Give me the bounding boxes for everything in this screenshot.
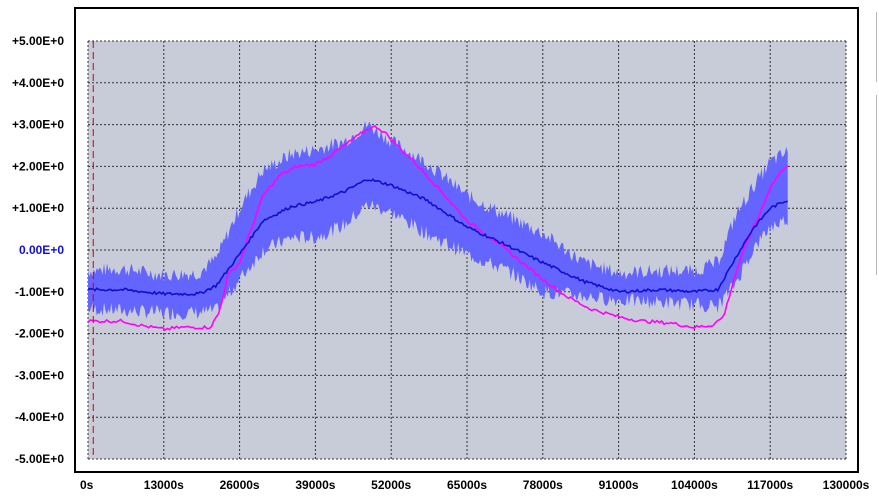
x-tick-label: 104000s: [671, 478, 718, 492]
series-magenta-line: [87, 125, 789, 332]
y-axis: +5.00E+0 +4.00E+0 +3.00E+0 +2.00E+0 +1.00E+0…: [12, 34, 64, 466]
x-tick-label: 0s: [80, 478, 94, 492]
y-tick-label: 0.00E+0: [19, 243, 64, 257]
x-tick-label: 13000s: [144, 478, 184, 492]
y-tick-label: -5.00E+0: [15, 452, 64, 466]
series-band: [88, 121, 788, 320]
side-panel-box-top: [876, 12, 879, 82]
x-tick-label: 39000s: [295, 478, 335, 492]
y-tick-label: -1.00E+0: [15, 285, 64, 299]
x-tick-label: 65000s: [447, 478, 487, 492]
y-tick-label: -4.00E+0: [15, 410, 64, 424]
series-mean-line: [87, 178, 788, 297]
x-tick-label: 52000s: [371, 478, 411, 492]
side-panel-box-bottom: [876, 95, 879, 275]
y-tick-label: -3.00E+0: [15, 368, 64, 382]
x-axis: 0s 13000s 26000s 39000s 52000s 65000s 78000s 91…: [80, 478, 870, 492]
y-tick-label: -2.00E+0: [15, 327, 64, 341]
x-tick-label: 78000s: [523, 478, 563, 492]
data-layer: [87, 41, 789, 459]
y-tick-label: +2.00E+0: [12, 159, 64, 173]
y-tick-label: +5.00E+0: [12, 34, 64, 48]
y-tick-label: +3.00E+0: [12, 118, 64, 132]
x-tick-label: 130000s: [823, 478, 870, 492]
y-tick-label: +1.00E+0: [12, 201, 64, 215]
y-tick-label: +4.00E+0: [12, 76, 64, 90]
x-tick-label: 91000s: [599, 478, 639, 492]
side-panel: [876, 0, 879, 504]
x-tick-label: 26000s: [220, 478, 260, 492]
x-tick-label: 117000s: [747, 478, 793, 492]
